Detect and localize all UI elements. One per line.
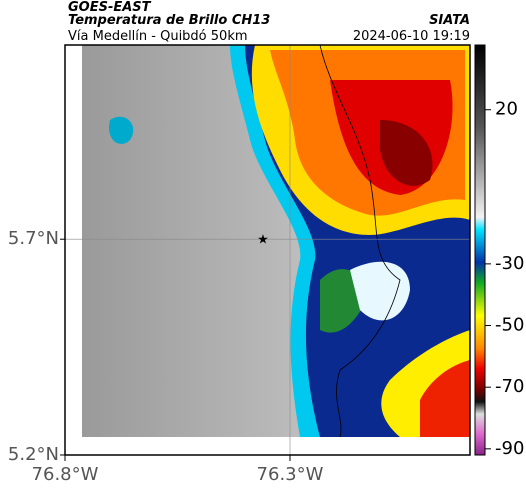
agency: SIATA	[429, 13, 470, 28]
colorbar-tick-label: 20	[495, 99, 518, 120]
y-tick-label: 5.2°N	[8, 444, 59, 465]
x-tick-label: 76.3°W	[257, 464, 324, 485]
source: GOES-EAST	[68, 0, 152, 15]
y-tick-label: 5.7°N	[8, 228, 59, 249]
colorbar-tick-label: -50	[495, 315, 524, 336]
x-tick-label: 76.8°W	[32, 464, 99, 485]
datetime: 2024-06-10 19:19	[353, 29, 470, 44]
station-marker: ★	[257, 233, 269, 248]
satellite-image	[65, 44, 470, 455]
map-frame	[64, 44, 471, 456]
subtitle: Vía Medellín - Quibdó 50km	[68, 29, 248, 44]
colorbar-tick-label: -90	[495, 438, 524, 459]
title: Temperatura de Brillo CH13	[68, 13, 270, 28]
colorbar-tick-label: -70	[495, 376, 524, 397]
colorbar	[474, 44, 486, 456]
colorbar-tick-label: -30	[495, 253, 524, 274]
